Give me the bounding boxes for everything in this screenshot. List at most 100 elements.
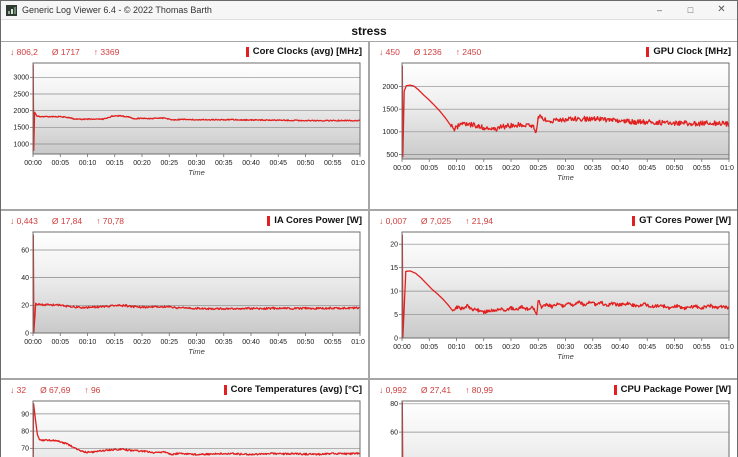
svg-text:00:55: 00:55 [324,160,342,167]
chart-plot-core-temperatures[interactable]: 40506070809000:0000:0500:1000:1500:2000:… [4,398,365,457]
svg-text:00:55: 00:55 [324,339,342,346]
svg-text:00:30: 00:30 [557,344,575,351]
stat-avg: Ø 7,025 [420,215,452,226]
svg-text:00:50: 00:50 [666,344,684,351]
stats-row: ↓ 0,443 Ø 17,84 ↑ 70,78 IA Cores Power [… [4,212,365,229]
chart-plot-gt-cores-power[interactable]: 0 5 10 15 20 00:00 00:05 00:10 00:15 00:20 00:25 00… [373,229,737,378]
chart-title: Core Temperatures (avg) [°C] [230,384,362,395]
svg-text:00:30: 00:30 [557,165,575,172]
chart-plot-cpu-package-power[interactable]: 02040608000:0000:0500:1000:1500:2000:250… [373,398,734,457]
svg-text:00:45: 00:45 [269,160,287,167]
stat-max: ↑ 3369 [93,46,120,57]
svg-text:2000: 2000 [13,108,29,115]
chart-title-group: Core Temperatures (avg) [°C] [223,384,362,395]
stats-row: ↓ 450 Ø 1236 ↑ 2450 GPU Clock [MHz] [373,43,734,60]
stats-row: ↓ 0,007 Ø 7,025 ↑ 21,94 GT Cores Power [… [373,212,734,229]
chart-title-group: Core Clocks (avg) [MHz] [245,46,362,57]
svg-text:00:50: 00:50 [297,339,315,346]
stat-avg: Ø 1236 [413,46,442,57]
svg-text:00:40: 00:40 [611,165,629,172]
svg-text:01:00: 01:00 [720,344,734,351]
svg-text:00:55: 00:55 [693,344,711,351]
stat-max: ↑ 21,94 [465,215,494,226]
series-legend-marker [223,384,227,395]
svg-text:01:00: 01:00 [351,339,365,346]
chart-plot-core-clocks[interactable]: 1000 1500 2000 2500 3000 00:00 00:05 00:10 00:15… [4,60,368,209]
stats-row: ↓ 806,2 Ø 1717 ↑ 3369 Core Clocks (avg) … [4,43,365,60]
chart-panel-cpu-package-power: ↓ 0,992 Ø 27,41 ↑ 80,99 CPU Package Powe… [370,380,737,457]
stat-min: ↓ 0,007 [379,215,407,226]
svg-text:20: 20 [390,242,398,249]
svg-text:00:45: 00:45 [638,165,656,172]
stat-max: ↑ 80,99 [465,384,494,395]
stats-row: ↓ 0,992 Ø 27,41 ↑ 80,99 CPU Package Powe… [373,381,734,398]
svg-text:00:05: 00:05 [51,339,69,346]
stat-min: ↓ 0,992 [379,384,407,395]
svg-text:1500: 1500 [13,125,29,132]
svg-text:00:20: 00:20 [133,339,151,346]
chart-panel-gpu-clock: ↓ 450 Ø 1236 ↑ 2450 GPU Clock [MHz] 500 1… [370,42,737,209]
svg-text:00:20: 00:20 [502,165,520,172]
svg-text:00:20: 00:20 [502,344,520,351]
series-legend-marker [245,46,249,57]
chart-title-group: GPU Clock [MHz] [646,46,731,57]
close-button[interactable]: ✕ [717,4,726,15]
svg-text:00:35: 00:35 [584,165,602,172]
svg-text:00:35: 00:35 [215,160,233,167]
chart-plot-gpu-clock[interactable]: 500 1000 1500 2000 00:00 00:05 00:10 00:15 00:20… [373,60,737,209]
chart-panel-core-clocks: ↓ 806,2 Ø 1717 ↑ 3369 Core Clocks (avg) … [1,42,368,209]
chart-plot-ia-cores-power[interactable]: 0 20 40 60 00:00 00:05 00:10 00:15 00:20 00:25 00:… [4,229,368,378]
svg-text:00:10: 00:10 [448,344,466,351]
svg-text:00:45: 00:45 [638,344,656,351]
chart-title-group: CPU Package Power [W] [613,384,731,395]
svg-text:00:55: 00:55 [693,165,711,172]
svg-text:2500: 2500 [13,91,29,98]
svg-text:60: 60 [390,430,398,437]
svg-text:00:45: 00:45 [269,339,287,346]
app-icon [6,4,17,16]
stat-min: ↓ 806,2 [10,46,38,57]
svg-text:15: 15 [390,265,398,272]
svg-text:Time: Time [557,352,574,361]
svg-text:80: 80 [21,429,29,436]
svg-text:00:10: 00:10 [79,339,97,346]
svg-text:00:30: 00:30 [188,160,206,167]
stat-min: ↓ 32 [10,384,27,395]
svg-text:Time: Time [188,168,205,177]
svg-text:00:25: 00:25 [529,344,547,351]
svg-text:00:00: 00:00 [24,160,42,167]
window-controls: – □ ✕ [644,1,737,19]
maximize-button[interactable]: □ [687,5,694,15]
svg-text:00:40: 00:40 [611,344,629,351]
series-legend-marker [267,215,271,226]
svg-text:3000: 3000 [13,75,29,82]
svg-text:5: 5 [394,312,398,319]
svg-text:00:00: 00:00 [393,344,411,351]
svg-text:Time: Time [188,347,205,356]
svg-text:500: 500 [386,152,398,159]
svg-text:00:05: 00:05 [51,160,69,167]
stats-row: ↓ 32 Ø 67,69 ↑ 96 Core Temperatures (avg… [4,381,365,398]
svg-text:01:00: 01:00 [351,160,365,167]
chart-title: CPU Package Power [W] [620,384,731,395]
svg-text:00:50: 00:50 [297,160,315,167]
minimize-button[interactable]: – [656,5,662,15]
chart-title: GT Cores Power [W] [639,215,731,226]
stat-max: ↑ 2450 [455,46,482,57]
svg-text:00:15: 00:15 [106,339,124,346]
chart-title-group: IA Cores Power [W] [267,215,362,226]
svg-text:00:30: 00:30 [188,339,206,346]
svg-text:00:35: 00:35 [584,344,602,351]
svg-text:00:20: 00:20 [133,160,151,167]
svg-text:00:05: 00:05 [420,165,438,172]
svg-text:70: 70 [21,446,29,453]
svg-text:Time: Time [557,173,574,182]
series-legend-marker [613,384,617,395]
svg-text:00:25: 00:25 [160,339,178,346]
stat-max: ↑ 70,78 [96,215,125,226]
svg-text:00:10: 00:10 [79,160,97,167]
svg-text:1000: 1000 [382,129,398,136]
svg-text:00:25: 00:25 [160,160,178,167]
log-header: stress [1,20,737,41]
